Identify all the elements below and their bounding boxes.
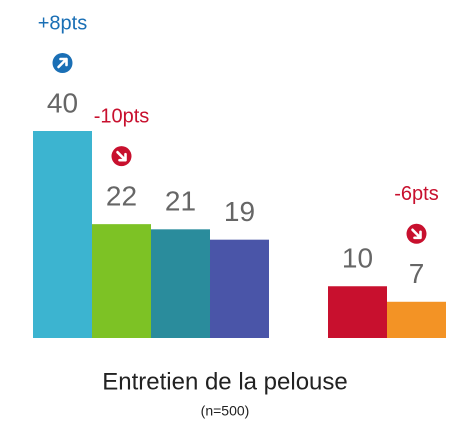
chart-title: Entretien de la pelouse bbox=[102, 368, 348, 395]
value-label: 21 bbox=[165, 186, 196, 217]
icon-arrow bbox=[411, 228, 422, 240]
bar bbox=[151, 229, 210, 338]
value-label: 10 bbox=[342, 243, 373, 274]
icon-arrow bbox=[57, 57, 68, 69]
change-label: -10pts bbox=[94, 105, 150, 127]
change-icon bbox=[111, 146, 132, 167]
value-label: 22 bbox=[106, 181, 137, 212]
value-label: 19 bbox=[224, 196, 255, 227]
bar bbox=[210, 239, 269, 338]
bar bbox=[387, 301, 446, 338]
bar bbox=[33, 131, 92, 338]
bar bbox=[328, 286, 387, 338]
change-label: +8pts bbox=[38, 12, 87, 34]
icon-arrow bbox=[116, 150, 127, 162]
change-icon bbox=[406, 223, 427, 244]
value-label: 40 bbox=[47, 87, 78, 118]
change-icon bbox=[52, 53, 73, 73]
value-label: 7 bbox=[409, 258, 425, 289]
change-label: -6pts bbox=[394, 183, 438, 205]
chart-subtitle: (n=500) bbox=[201, 403, 250, 419]
bar bbox=[92, 224, 151, 338]
